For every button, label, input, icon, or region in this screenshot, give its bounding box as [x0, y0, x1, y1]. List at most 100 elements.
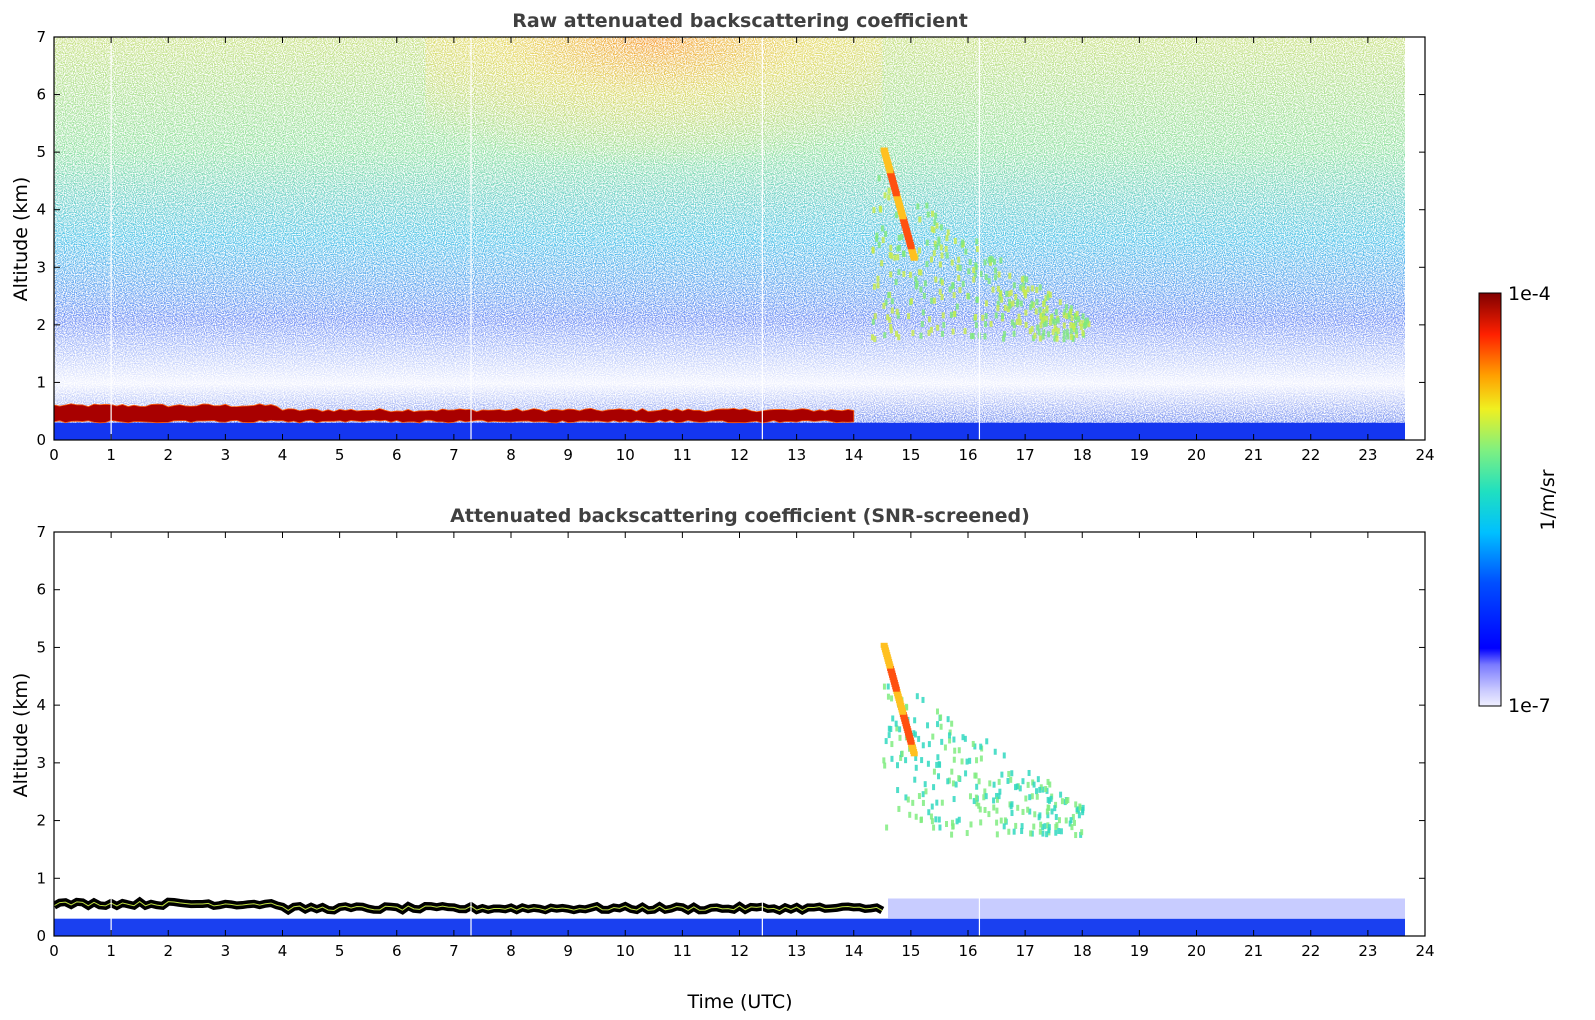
cloud-cell	[914, 276, 918, 283]
cloud-cell	[896, 254, 900, 261]
cloud-cell	[1060, 798, 1064, 805]
cloud-cell	[1020, 823, 1024, 830]
cloud-cell	[877, 241, 881, 248]
cloud-cell	[975, 783, 979, 790]
cloud-cell	[1054, 813, 1058, 820]
cloud-cell	[894, 720, 898, 727]
cloud-cell	[953, 237, 957, 244]
cloud-cell	[930, 803, 934, 810]
cloud-cell	[929, 326, 933, 333]
cloud-cell	[997, 271, 1001, 278]
cloud-cell	[1054, 326, 1058, 333]
cloud-cell	[930, 818, 934, 825]
cloud-cell	[1057, 817, 1061, 824]
cloud-cell	[913, 776, 917, 783]
x-tick-label: 4	[278, 942, 288, 960]
cloud-cell	[1038, 335, 1042, 342]
cloud-cell	[884, 738, 888, 745]
y-tick-label: 6	[36, 86, 46, 104]
cloud-cell	[953, 747, 957, 754]
panel-raw: Raw attenuated backscattering coefficien…	[10, 10, 1435, 464]
cloud-cell	[972, 276, 976, 283]
cloud-cell	[984, 274, 988, 281]
panel-1-plot-area	[54, 37, 1425, 440]
cloud-cell	[965, 830, 969, 837]
cloud-cell	[1015, 783, 1019, 790]
cloud-cell	[1062, 336, 1066, 343]
cloud-cell	[1021, 808, 1025, 815]
cloud-cell	[913, 717, 917, 724]
cloud-cell	[1062, 322, 1066, 329]
cloud-cell	[1066, 333, 1070, 340]
cloud-cell	[908, 271, 912, 278]
y-tick-label: 1	[36, 869, 46, 887]
cloud-cell	[1003, 304, 1007, 311]
cloud-cell	[1007, 828, 1011, 835]
cloud-cell	[1075, 331, 1079, 338]
panel-2-y-label: Altitude (km)	[10, 673, 32, 798]
cloud-cell	[1035, 286, 1039, 293]
cloud-cell	[997, 793, 1001, 800]
cloud-cell	[1069, 308, 1073, 315]
cloud-cell	[974, 794, 978, 801]
cloud-cell	[1032, 781, 1036, 788]
cloud-cell	[945, 821, 949, 828]
cloud-cell	[923, 781, 927, 788]
cloud-cell	[927, 809, 931, 816]
cloud-cell	[984, 793, 988, 800]
cloud-cell	[944, 245, 948, 252]
cloud-cell	[968, 258, 972, 265]
cloud-cell	[1038, 284, 1042, 291]
cloud-cell	[1024, 321, 1028, 328]
cloud-cell	[922, 292, 926, 299]
cloud-cell	[1026, 286, 1030, 293]
cloud-cell	[889, 327, 893, 334]
cloud-cell	[1033, 811, 1037, 818]
cloud-cell	[1016, 299, 1020, 306]
x-tick-label: 0	[49, 942, 59, 960]
cloud-cell	[1030, 300, 1034, 307]
colorbar: 1e-4 1e-7 1/m/sr	[1478, 283, 1559, 717]
cloud-cell	[1003, 817, 1007, 824]
x-tick-label: 21	[1244, 942, 1263, 960]
weak-aerosol-layer	[888, 898, 1406, 919]
cloud-cell	[890, 298, 894, 305]
cloud-cell	[1000, 771, 1004, 778]
cloud-cell	[1042, 308, 1046, 315]
cloud-cell	[993, 748, 997, 755]
cloud-cell	[926, 211, 930, 218]
cloud-cell	[957, 256, 961, 263]
cloud-cell	[939, 244, 943, 251]
cloud-cell	[1080, 829, 1084, 836]
cloud-cell	[1063, 308, 1067, 315]
cloud-cell	[924, 788, 928, 795]
cloud-cell	[1069, 305, 1073, 312]
panel-screened: Attenuated backscattering coefficient (S…	[10, 505, 1435, 1013]
cloud-cell	[927, 741, 931, 748]
cloud-cell	[897, 234, 901, 241]
cloud-cell	[1070, 314, 1074, 321]
x-tick-label: 19	[1130, 942, 1149, 960]
cloud-cell	[994, 312, 998, 319]
cloud-cell	[939, 714, 943, 721]
panel-2-x-label: Time (UTC)	[686, 991, 792, 1013]
cloud-cell	[900, 233, 904, 240]
cloud-cell	[932, 297, 936, 304]
cloud-cell	[1062, 330, 1066, 337]
y-tick-label: 4	[36, 201, 46, 219]
y-tick-label: 7	[36, 523, 46, 541]
x-tick-label: 2	[163, 942, 173, 960]
cloud-cell	[1043, 823, 1047, 830]
cloud-cell	[950, 831, 954, 838]
cloud-cell	[1038, 307, 1042, 314]
cloud-cell	[952, 736, 956, 743]
cloud-cell	[1057, 828, 1061, 835]
x-tick-label: 12	[730, 942, 749, 960]
cloud-cell	[1046, 778, 1050, 785]
cloud-cell	[1081, 804, 1085, 811]
cloud-cell	[1032, 823, 1036, 830]
cloud-cell	[1020, 828, 1024, 835]
cloud-cell	[945, 235, 949, 242]
cloud-cell	[938, 288, 942, 295]
cloud-cell	[969, 821, 973, 828]
